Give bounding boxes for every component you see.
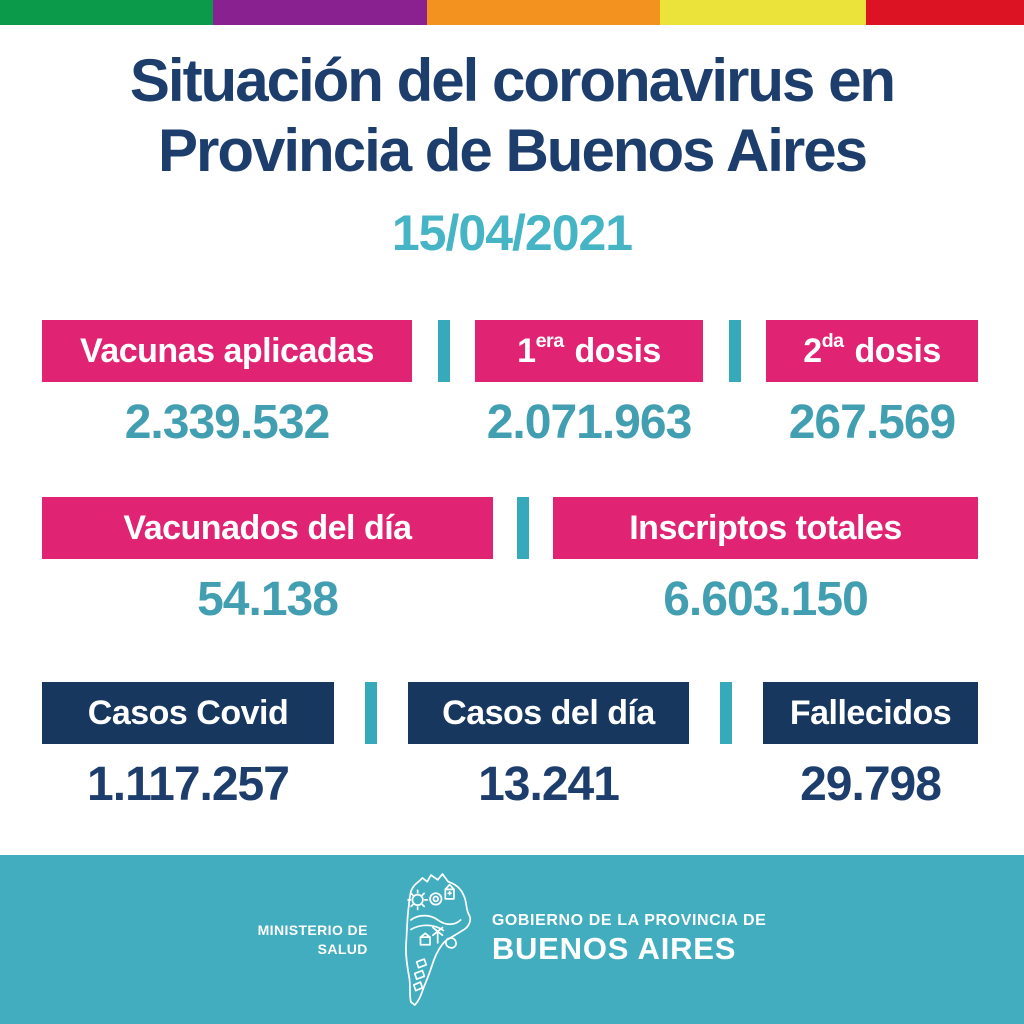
stat-card-primera-dosis: 1era dosis 2.071.963 — [475, 320, 703, 450]
stripe-purple — [213, 0, 427, 25]
stat-card-casos-covid: Casos Covid 1.117.257 — [42, 682, 334, 812]
vaccination-registration-row: Vacunados del día 54.138 Inscriptos tota… — [42, 497, 978, 627]
page-title: Situación del coronavirus en Provincia d… — [0, 46, 1024, 186]
footer-band: MINISTERIO DE SALUD G — [0, 855, 1024, 1024]
stripe-orange — [427, 0, 660, 25]
stat-label-banner: Fallecidos — [763, 682, 978, 744]
stat-label: Fallecidos — [789, 693, 952, 732]
stat-card-casos-del-dia: Casos del día 13.241 — [408, 682, 689, 812]
stat-card-inscriptos-totales: Inscriptos totales 6.603.150 — [553, 497, 978, 627]
stat-card-segunda-dosis: 2da dosis 267.569 — [766, 320, 978, 450]
government-line-2: BUENOS AIRES — [491, 931, 737, 966]
covid-cases-row: Casos Covid 1.117.257 Casos del día 13.2… — [42, 682, 978, 812]
stat-value: 1.117.257 — [87, 758, 290, 811]
stat-label: Vacunas aplicadas — [80, 331, 374, 370]
stat-label: 2da dosis — [803, 329, 941, 370]
divider-bar — [720, 682, 732, 744]
stat-card-vacunas-aplicadas: Vacunas aplicadas 2.339.532 — [42, 320, 412, 450]
stat-label-banner: Vacunados del día — [42, 497, 493, 559]
stat-value: 2.071.963 — [486, 396, 693, 449]
stat-label: Inscriptos totales — [629, 508, 902, 547]
stat-value: 29.798 — [800, 758, 942, 811]
stat-label: Casos del día — [442, 693, 655, 732]
stat-value: 2.339.532 — [124, 396, 331, 449]
ministry-line-1: MINISTERIO DE — [257, 922, 368, 939]
divider-bar — [365, 682, 377, 744]
stat-label: Casos Covid — [87, 693, 289, 732]
stat-label-banner: Casos Covid — [42, 682, 334, 744]
report-date: 15/04/2021 — [391, 205, 633, 261]
stat-label: 1era dosis — [517, 329, 661, 370]
stripe-yellow — [660, 0, 866, 25]
top-color-stripes — [0, 0, 1024, 25]
buenos-aires-province-logo-icon — [404, 872, 471, 1006]
stat-label-banner: 2da dosis — [766, 320, 978, 382]
stat-label-banner: Inscriptos totales — [553, 497, 978, 559]
government-line-1: GOBIERNO DE LA PROVINCIA DE — [491, 912, 767, 929]
stat-label-banner: Vacunas aplicadas — [42, 320, 412, 382]
stripe-green — [0, 0, 213, 25]
stat-value: 54.138 — [197, 573, 339, 626]
stat-value: 13.241 — [478, 758, 620, 811]
stat-card-fallecidos: Fallecidos 29.798 — [763, 682, 978, 812]
title-line-1: Situación del coronavirus en — [129, 47, 896, 114]
stat-value: 267.569 — [788, 396, 957, 449]
stripe-red — [866, 0, 1024, 25]
title-line-2: Provincia de Buenos Aires — [157, 117, 868, 185]
stat-label: Vacunados del día — [123, 508, 412, 547]
divider-bar — [728, 320, 741, 382]
stat-card-vacunados-del-dia: Vacunados del día 54.138 — [42, 497, 493, 627]
stat-label-banner: 1era dosis — [475, 320, 703, 382]
divider-bar — [437, 320, 450, 382]
government-label: GOBIERNO DE LA PROVINCIA DE BUENOS AIRES — [492, 912, 767, 967]
stat-value: 6.603.150 — [663, 573, 869, 626]
ministry-of-health-label: MINISTERIO DE SALUD — [258, 921, 368, 957]
stat-label-banner: Casos del día — [408, 682, 689, 744]
ministry-line-2: SALUD — [317, 940, 368, 957]
divider-bar — [517, 497, 529, 559]
vaccine-totals-row: Vacunas aplicadas 2.339.532 1era dosis 2.… — [42, 320, 978, 450]
